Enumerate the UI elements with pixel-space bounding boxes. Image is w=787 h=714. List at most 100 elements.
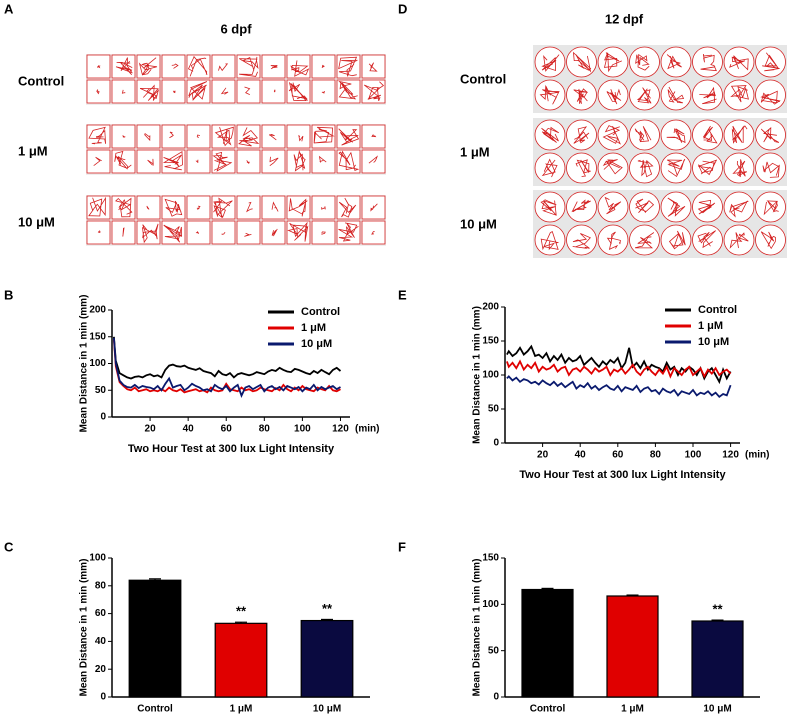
track (666, 128, 686, 144)
y-tick-label: 100 (89, 358, 106, 369)
legend-label: Control (301, 306, 340, 318)
group-label: 10 μM (460, 216, 497, 231)
well (597, 152, 629, 184)
track (163, 224, 183, 243)
x-tick-label: 60 (221, 424, 233, 435)
y-tick-label: 200 (482, 302, 499, 313)
well (111, 79, 136, 104)
track (371, 134, 377, 138)
track (187, 55, 208, 77)
track (338, 197, 357, 218)
track (114, 150, 132, 170)
well (660, 119, 692, 151)
well (236, 79, 261, 104)
track (602, 159, 623, 175)
well (660, 224, 692, 256)
well (534, 152, 566, 184)
plate-bg (86, 124, 386, 175)
track (667, 197, 686, 217)
track (572, 233, 591, 249)
track (142, 223, 159, 244)
track (698, 159, 718, 176)
bar (214, 622, 268, 698)
track (697, 230, 716, 249)
y-axis-label: Mean Distance in 1 min (mm) (472, 559, 483, 697)
well (236, 220, 261, 245)
well (361, 79, 386, 104)
well (629, 79, 660, 111)
well (629, 46, 660, 78)
track (88, 196, 106, 217)
track (195, 231, 199, 234)
track (635, 53, 650, 71)
track (146, 205, 150, 210)
well (186, 124, 211, 149)
well (534, 224, 566, 256)
y-tick-label: 50 (488, 404, 500, 415)
track (246, 201, 253, 213)
track (138, 57, 158, 76)
well (755, 191, 786, 223)
legend-label: 10 μM (301, 338, 332, 350)
well (660, 152, 692, 184)
y-tick-label: 150 (482, 553, 499, 564)
track (171, 63, 179, 69)
track (732, 159, 747, 178)
well (361, 149, 386, 174)
track (93, 156, 102, 166)
track (188, 81, 208, 101)
track (700, 53, 717, 72)
well (211, 54, 236, 79)
track (575, 159, 591, 177)
bar (606, 595, 659, 698)
track (96, 65, 101, 69)
well (692, 191, 723, 223)
track (321, 231, 326, 235)
y-tick-label: 150 (89, 331, 106, 342)
well (723, 152, 755, 184)
well (629, 119, 660, 151)
track (196, 134, 201, 138)
track (147, 158, 154, 166)
y-tick-label: 200 (89, 305, 106, 316)
track (298, 134, 304, 142)
track (368, 155, 379, 164)
track (762, 52, 780, 72)
track (218, 63, 229, 72)
track (636, 87, 652, 104)
track (321, 64, 325, 68)
track (603, 52, 622, 73)
bar (300, 619, 354, 698)
x-tick-label: 100 (294, 424, 311, 435)
y-axis-label: Mean Distance in 1 min (mm) (79, 295, 90, 433)
legend-label: 1 μM (301, 322, 326, 334)
x-tick-label: 100 (685, 450, 702, 461)
track (729, 232, 749, 249)
track (667, 158, 686, 177)
group-label: 10 μM (18, 214, 55, 229)
track (318, 155, 327, 163)
track (164, 198, 183, 217)
x-tick-label: 120 (722, 450, 739, 461)
well (186, 220, 211, 245)
well (336, 124, 361, 149)
x-tick-label: Control (530, 704, 566, 714)
track (699, 86, 717, 105)
track (573, 88, 588, 104)
track (214, 126, 234, 147)
track (541, 126, 560, 143)
well (692, 119, 723, 151)
well (261, 124, 286, 149)
track (666, 54, 682, 70)
panel-letter: E (398, 287, 407, 302)
legend-label: 1 μM (698, 320, 723, 332)
track (541, 158, 558, 178)
x-tick-label: 40 (183, 424, 195, 435)
track (313, 126, 335, 144)
legend-label: Control (698, 304, 737, 316)
x-axis-label: Two Hour Test at 300 lux Light Intensity (519, 469, 726, 481)
x-tick-label: 40 (575, 450, 587, 461)
track (144, 132, 151, 142)
track (702, 125, 718, 144)
